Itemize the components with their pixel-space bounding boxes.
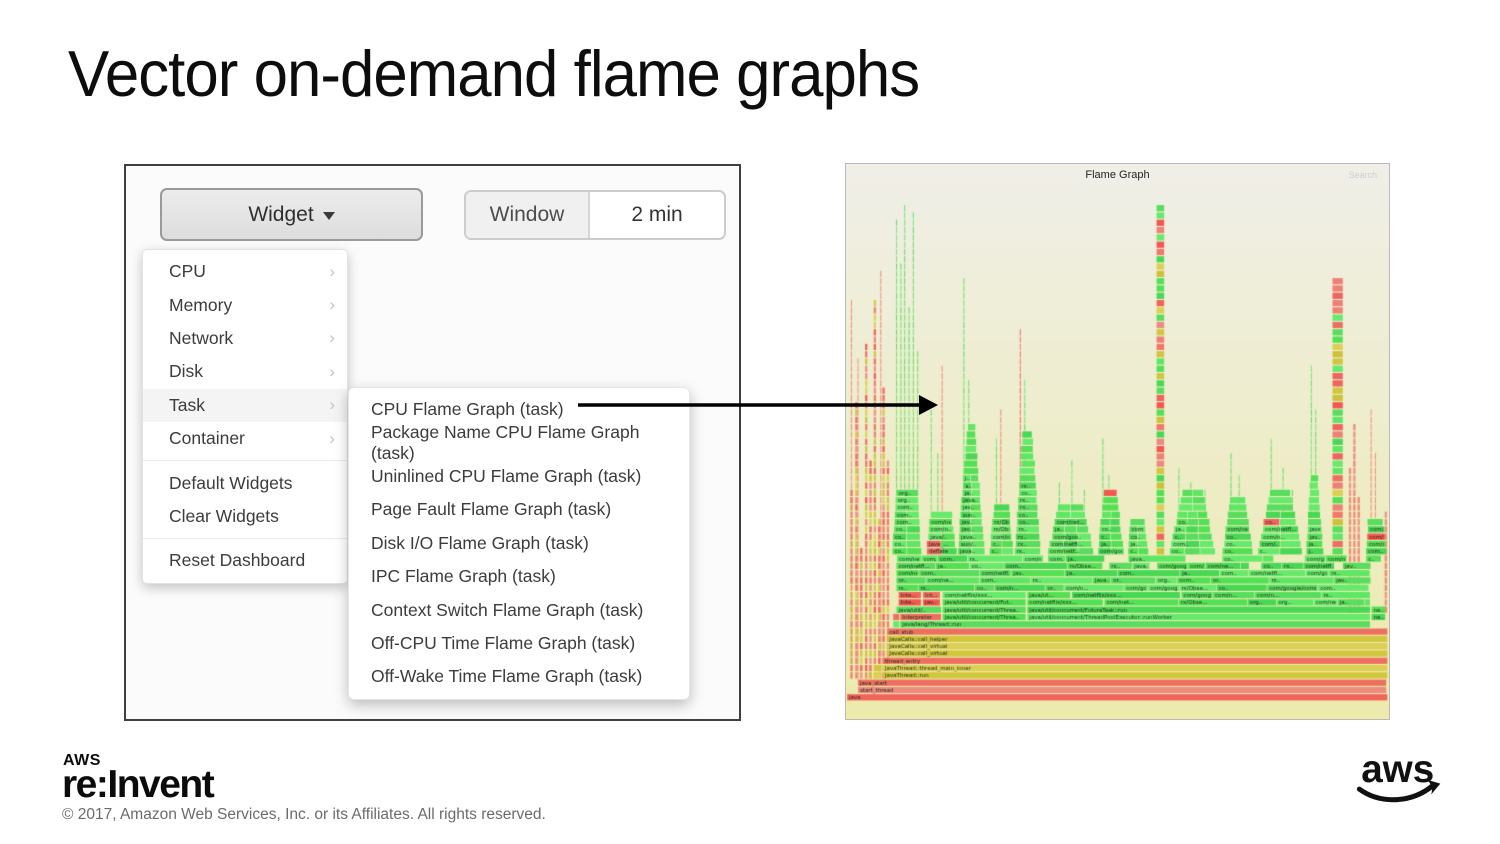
menu-item-label: Off-Wake Time Flame Graph (task) <box>371 666 643 687</box>
menu-item-label: Reset Dashboard <box>169 550 306 571</box>
menu-item-label: Container <box>169 428 245 449</box>
window-value[interactable]: 2 min <box>631 203 683 226</box>
caret-down-icon <box>322 212 335 220</box>
aws-logo-text: aws <box>1361 748 1434 791</box>
menu-item-label: Page Fault Flame Graph (task) <box>371 499 612 520</box>
window-label: Window <box>466 192 590 238</box>
chevron-right-icon: › <box>329 295 335 315</box>
menu-item-label: CPU Flame Graph (task) <box>371 399 564 420</box>
submenu-item-page-fault-flame-graph-task-[interactable]: Page Fault Flame Graph (task) <box>349 493 689 526</box>
sidebar-item-memory[interactable]: Memory › <box>143 288 347 321</box>
chevron-right-icon: › <box>329 428 335 448</box>
sidebar-item-task[interactable]: Task › <box>143 388 347 422</box>
sidebar-item-disk[interactable]: Disk › <box>143 355 347 388</box>
chevron-right-icon: › <box>329 328 335 348</box>
submenu-item-disk-i-o-flame-graph-task-[interactable]: Disk I/O Flame Graph (task) <box>349 527 689 560</box>
sidebar-item-container[interactable]: Container › <box>143 422 347 455</box>
menu-item-label: Network <box>169 327 234 348</box>
menu-item-label: Clear Widgets <box>169 505 279 526</box>
menu-item-label: Task <box>169 394 205 415</box>
menu-item-default-widgets[interactable]: Default Widgets <box>143 466 347 499</box>
sidebar-item-cpu[interactable]: CPU › <box>143 255 347 288</box>
menu-item-label: Disk <box>169 361 204 382</box>
widget-button-label: Widget <box>248 202 314 226</box>
widget-dropdown-menu: CPU › Memory › Network › Disk › Task › Container › … <box>142 249 348 584</box>
aws-smile-arrow <box>1356 782 1436 803</box>
menu-separator <box>143 538 347 540</box>
flame-graph-panel: Flame Graph Search <box>845 163 1390 720</box>
menu-item-label: Off-CPU Time Flame Graph (task) <box>371 632 636 653</box>
chevron-right-icon: › <box>329 361 335 381</box>
flame-graph-title: Flame Graph <box>1085 169 1150 181</box>
task-submenu: CPU Flame Graph (task) Package Name CPU F… <box>348 387 690 700</box>
flame-search-link[interactable]: Search <box>1348 170 1377 180</box>
menu-item-label: Disk I/O Flame Graph (task) <box>371 532 589 553</box>
menu-item-clear-widgets[interactable]: Clear Widgets <box>143 500 347 533</box>
chevron-right-icon: › <box>329 261 335 281</box>
submenu-item-off-wake-time-flame-graph-task-[interactable]: Off-Wake Time Flame Graph (task) <box>349 660 689 693</box>
submenu-item-off-cpu-time-flame-graph-task-[interactable]: Off-CPU Time Flame Graph (task) <box>349 627 689 660</box>
menu-group-footer: Reset Dashboard <box>143 544 347 577</box>
reinvent-logo-aws-text: AWS <box>63 752 101 769</box>
sidebar-item-network[interactable]: Network › <box>143 322 347 355</box>
reinvent-logo-main-text: re:Invent <box>62 763 215 806</box>
chevron-right-icon: › <box>329 395 335 415</box>
submenu-item-ipc-flame-graph-task-[interactable]: IPC Flame Graph (task) <box>349 560 689 593</box>
widget-dropdown-button[interactable]: Widget <box>160 188 423 241</box>
window-control[interactable]: Window 2 min <box>464 190 726 240</box>
menu-item-label: CPU <box>169 261 206 282</box>
menu-separator <box>143 460 347 462</box>
menu-item-label: Memory <box>169 294 233 315</box>
menu-item-label: Context Switch Flame Graph (task) <box>371 599 644 620</box>
menu-group-main: CPU › Memory › Network › Disk › Task › Container › <box>143 255 347 455</box>
flame-graph-canvas[interactable] <box>846 164 1389 719</box>
menu-item-reset-dashboard[interactable]: Reset Dashboard <box>143 544 347 577</box>
menu-group-actions: Default Widgets Clear Widgets <box>143 466 347 533</box>
submenu-item-context-switch-flame-graph-task-[interactable]: Context Switch Flame Graph (task) <box>349 593 689 626</box>
menu-item-label: Default Widgets <box>169 472 293 493</box>
submenu-item-package-name-cpu-flame-graph-task-[interactable]: Package Name CPU Flame Graph (task) <box>349 422 689 463</box>
submenu-item-cpu-flame-graph-task-[interactable]: CPU Flame Graph (task) <box>349 393 689 426</box>
page-title: Vector on-demand flame graphs <box>68 37 920 110</box>
submenu-item-uninlined-cpu-flame-graph-task-[interactable]: Uninlined CPU Flame Graph (task) <box>349 460 689 493</box>
vector-ui-panel: Widget Window 2 min CPU › Memory › Network › D… <box>124 164 741 721</box>
menu-item-label: Package Name CPU Flame Graph (task) <box>371 422 640 464</box>
aws-smile-logo: aws <box>1356 748 1441 803</box>
copyright-text: © 2017, Amazon Web Services, Inc. or its… <box>62 806 546 823</box>
reinvent-logo: AWS re:Invent <box>62 752 215 807</box>
menu-item-label: Uninlined CPU Flame Graph (task) <box>371 465 642 486</box>
menu-item-label: IPC Flame Graph (task) <box>371 566 556 587</box>
